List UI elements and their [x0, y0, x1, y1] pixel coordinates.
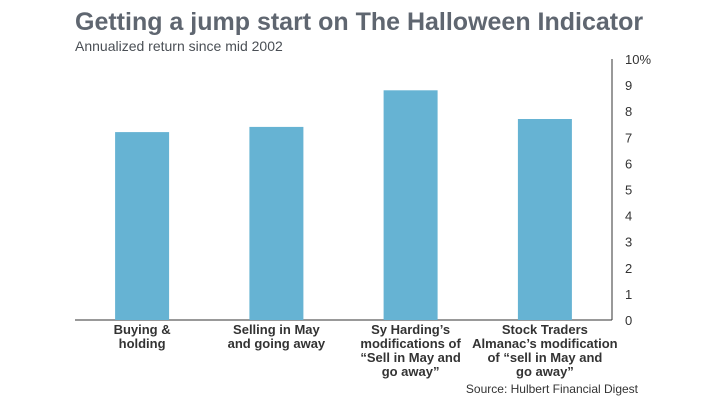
y-tick-label-2: 2 [625, 261, 632, 276]
chart-subtitle: Annualized return since mid 2002 [75, 38, 283, 54]
bar-2 [249, 126, 304, 321]
x-category-label-3: Sy Harding’s modifications of “Sell in May… [360, 322, 461, 379]
source-note: Source: Hulbert Financial Digest [465, 382, 638, 396]
bar-1 [115, 132, 170, 320]
bars-group [115, 90, 572, 321]
x-category-label-2: Selling in May and going away [228, 322, 326, 351]
y-tick-label-3: 3 [625, 235, 632, 250]
bar-4 [517, 119, 572, 320]
chart-title: Getting a jump start on The Halloween In… [75, 8, 644, 36]
y-tick-label-4: 4 [625, 209, 632, 224]
y-tick-label-10: 10% [625, 52, 651, 67]
y-ticks-group: 0 1 2 3 4 5 6 7 8 9 10% [625, 52, 651, 328]
bar-3 [383, 90, 438, 320]
y-tick-label-5: 5 [625, 183, 632, 198]
y-tick-label-8: 8 [625, 104, 632, 119]
y-tick-label-0: 0 [625, 313, 632, 328]
x-labels-group: Buying & holding Selling in May and going a… [114, 322, 618, 379]
y-tick-label-9: 9 [625, 78, 632, 93]
x-category-label-4: Stock Traders Almanac’s modification of “s… [472, 322, 617, 379]
y-tick-label-6: 6 [625, 156, 632, 171]
y-tick-label-1: 1 [625, 287, 632, 302]
y-tick-label-7: 7 [625, 130, 632, 145]
x-category-label-1: Buying & holding [114, 322, 171, 351]
